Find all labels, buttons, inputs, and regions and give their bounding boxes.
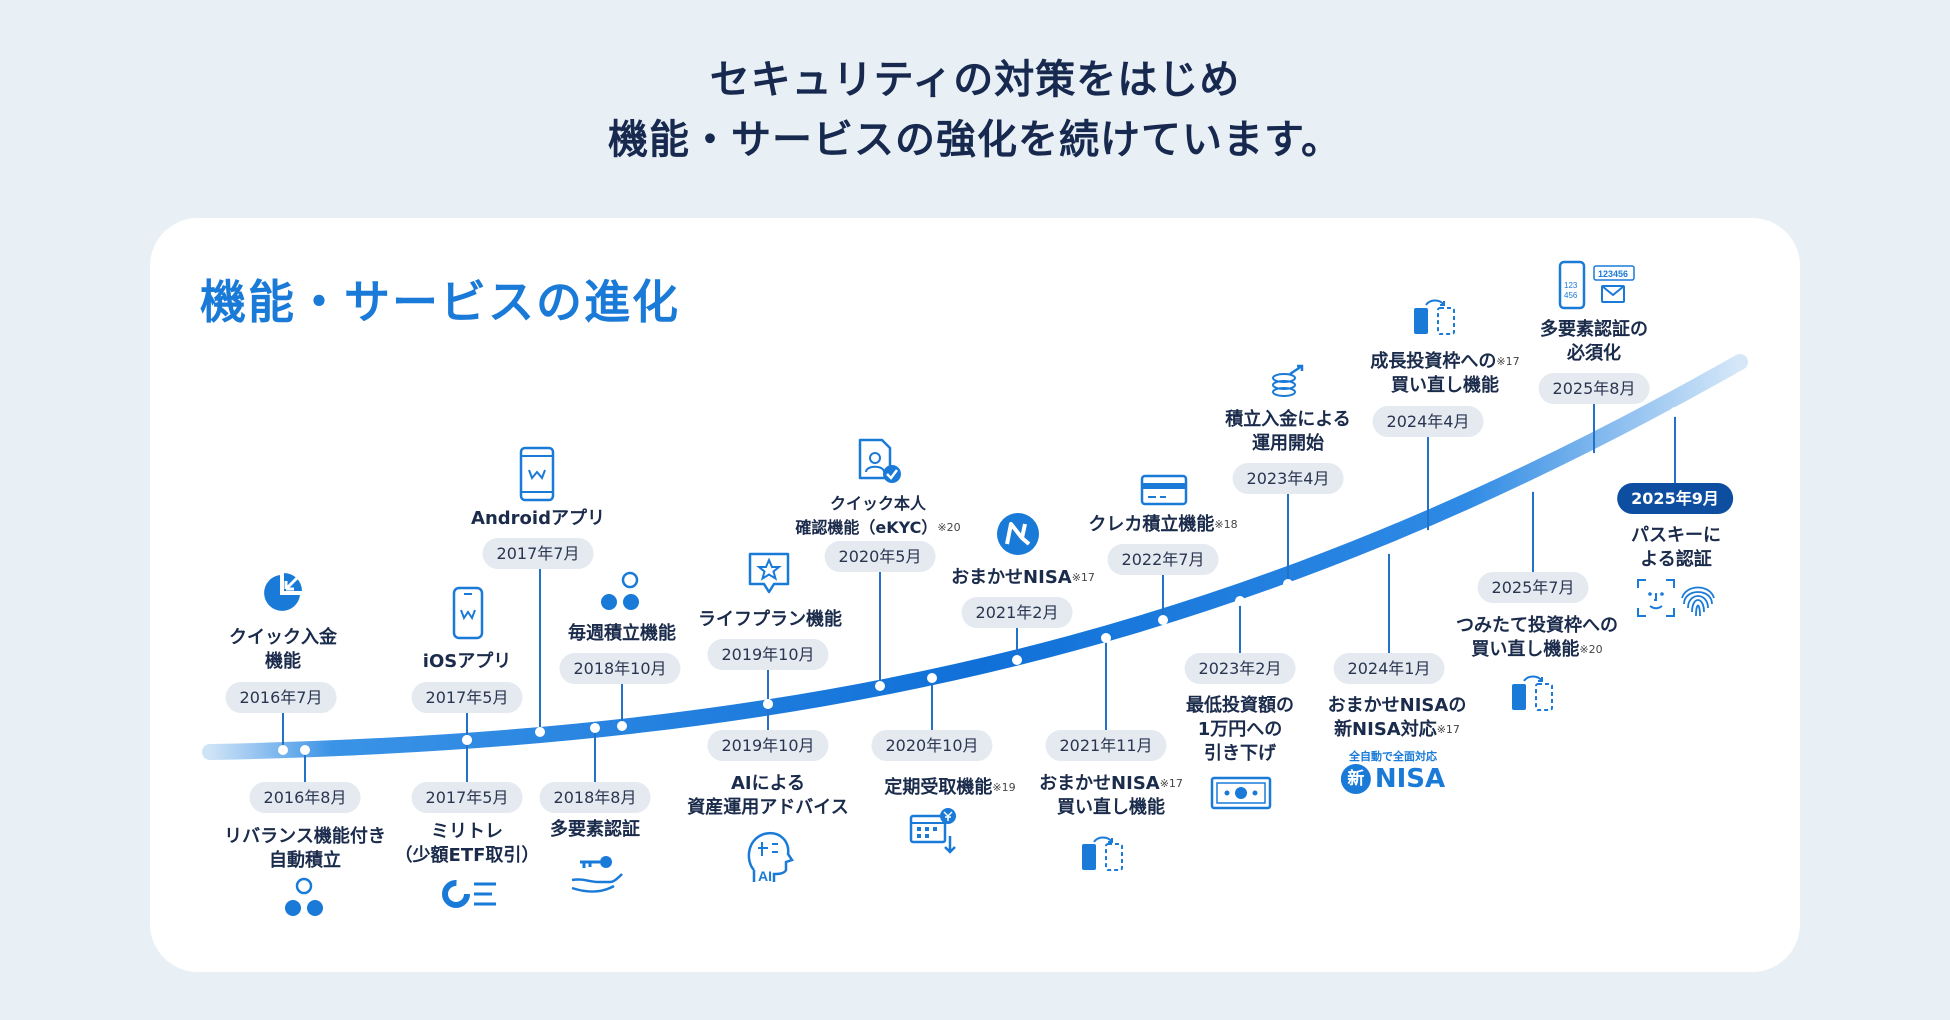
label-mfa: 多要素認証: [550, 819, 640, 840]
date-pill-lifeplan: 2019年10月: [707, 639, 829, 670]
face-fingerprint-icon: [1637, 579, 1715, 617]
date-pill-new-nisa: 2024年1月: [1333, 653, 1445, 684]
label-min-invest: 最低投資額の 1万円への 引き下げ: [1186, 695, 1294, 764]
label-mfa-required: 多要素認証の 必須化: [1540, 319, 1648, 364]
date-pill-ai: 2019年10月: [707, 730, 829, 761]
date-pill-mfa: 2018年8月: [539, 782, 651, 813]
label-ai: AIによる 資産運用アドバイス: [687, 773, 849, 818]
label-ios: iOSアプリ: [422, 651, 512, 672]
timeline-dot: [1101, 633, 1111, 643]
credit-card-icon: [1140, 474, 1188, 506]
date-pill-mfa-required: 2025年8月: [1538, 373, 1650, 404]
date-pill-tsumitate-start: 2023年4月: [1232, 463, 1344, 494]
id-doc-icon: [858, 438, 901, 483]
coins-growth-icon: [1272, 364, 1304, 397]
donut-list-icon: [442, 880, 496, 908]
n-logo-icon: [997, 513, 1039, 555]
headline: セキュリティの対策をはじめ 機能・サービスの強化を続けています。: [0, 50, 1950, 170]
date-pill-miritore: 2017年5月: [411, 782, 523, 813]
date-pill-min-invest: 2023年2月: [1184, 653, 1296, 684]
timeline-dot: [1283, 579, 1293, 589]
timeline-dot: [535, 727, 545, 737]
headline-line2: 機能・サービスの強化を続けています。: [608, 117, 1342, 163]
label-teiki: 定期受取機能※19: [884, 777, 1016, 798]
svg-text:AI: AI: [758, 868, 772, 884]
date-pill-ios: 2017年5月: [411, 682, 523, 713]
date-pill-weekly: 2018年10月: [559, 653, 681, 684]
timeline-dot: [617, 721, 627, 731]
banknote-icon: [1210, 776, 1272, 810]
timeline-dot: [875, 681, 885, 691]
date-pill-passkey: 2025年9月: [1617, 483, 1733, 514]
key-hand-icon: [571, 856, 623, 893]
timeline-dot: [1158, 615, 1168, 625]
timeline-dot: [1670, 407, 1680, 417]
phone-icon-ios: [452, 586, 484, 640]
timeline-dot: [1528, 482, 1538, 492]
timeline-dots: [278, 407, 1680, 755]
label-weekly: 毎週積立機能: [568, 623, 676, 644]
section-title: 機能・サービスの進化: [200, 275, 680, 329]
connector-lines: [282, 404, 1676, 782]
label-omakase: おまかせNISA※17: [951, 567, 1095, 588]
timeline-dot: [763, 699, 773, 709]
ai-head-icon: AI: [747, 831, 794, 884]
phone-code-icon: 123 456 123456: [1558, 260, 1635, 310]
label-new-nisa: おまかせNISAの 新NISA対応※17: [1327, 695, 1467, 740]
pie-arrow-icon: [264, 573, 302, 611]
svg-text:123456: 123456: [1598, 269, 1628, 279]
swap-icon-tsumitate: [1512, 675, 1553, 711]
date-pill-android: 2017年7月: [482, 538, 594, 569]
label-android: Androidアプリ: [471, 508, 605, 529]
calendar-yen-icon: [909, 808, 956, 854]
timeline-dot: [278, 745, 288, 755]
date-pill-growth-rebuy: 2024年4月: [1372, 406, 1484, 437]
new-nisa-subtitle: 全自動で全面対応: [1349, 750, 1437, 763]
timeline-dot: [590, 723, 600, 733]
timeline-dot: [1423, 530, 1433, 540]
dots-cluster-icon-weekly: [601, 571, 639, 610]
svg-text:456: 456: [1564, 291, 1578, 300]
label-miritore: ミリトレ （少額ETF取引）: [394, 821, 540, 866]
swap-icon-growth: [1414, 299, 1455, 335]
svg-text:123: 123: [1564, 281, 1578, 290]
label-rebalance: リバランス機能付き 自動積立: [224, 826, 386, 871]
label-passkey: パスキーに よる認証: [1631, 525, 1721, 570]
date-pill-rebalance: 2016年8月: [249, 782, 361, 813]
timeline-dot: [462, 735, 472, 745]
phone-icon-android: [519, 446, 555, 502]
label-lifeplan: ライフプラン機能: [698, 609, 842, 630]
label-tsumitate-rebuy: つみたて投資枠への 買い直し機能※20: [1456, 615, 1618, 660]
date-pill-credit: 2022年7月: [1107, 544, 1219, 575]
label-quick-deposit: クイック入金 機能: [229, 627, 337, 672]
date-pill-quick-deposit: 2016年7月: [225, 682, 337, 713]
new-nisa-logo: 新 NISA: [1340, 764, 1445, 794]
dots-cluster-icon: [285, 877, 323, 916]
label-tsumitate-start: 積立入金による 運用開始: [1225, 409, 1351, 454]
label-omakase-rebuy: おまかせNISA※17 買い直し機能: [1039, 773, 1183, 818]
timeline-dot: [1384, 544, 1394, 554]
timeline-dot: [1235, 596, 1245, 606]
date-pill-tsumitate-rebuy: 2025年7月: [1477, 572, 1589, 603]
star-bubble-icon: [748, 552, 790, 594]
date-pill-omakase: 2021年2月: [961, 597, 1073, 628]
label-credit: クレカ積立機能※18: [1088, 514, 1238, 535]
timeline-dot: [1012, 655, 1022, 665]
date-pill-ekyc: 2020年5月: [824, 541, 936, 572]
date-pill-omakase-rebuy: 2021年11月: [1045, 730, 1167, 761]
swap-icon-omakase: [1082, 836, 1123, 871]
timeline-dot: [1589, 453, 1599, 463]
label-ekyc: クイック本人 確認機能（eKYC）※20: [795, 494, 961, 537]
timeline-dot: [927, 673, 937, 683]
headline-line1: セキュリティの対策をはじめ: [709, 57, 1241, 103]
timeline-dot: [300, 745, 310, 755]
label-growth-rebuy: 成長投資枠への※17 買い直し機能: [1370, 351, 1520, 396]
date-pill-teiki: 2020年10月: [871, 730, 993, 761]
